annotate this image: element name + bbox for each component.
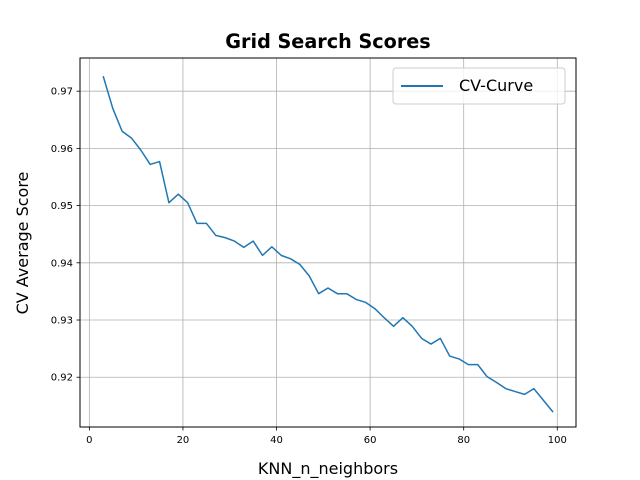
x-axis-ticks: 0 20 40 60 80 100 — [86, 427, 567, 446]
y-tick-label: 0.96 — [51, 144, 73, 155]
y-axis-ticks: 0.92 0.93 0.94 0.95 0.96 0.97 — [51, 87, 80, 384]
x-tick-label: 60 — [364, 435, 377, 446]
plot-frame — [79, 57, 577, 428]
grid-lines — [80, 58, 576, 427]
series-line-cv-curve — [102, 75, 554, 413]
x-tick-label: 80 — [457, 435, 470, 446]
x-tick-label: 20 — [177, 435, 190, 446]
x-axis-label: KNN_n_neighbors — [258, 459, 398, 479]
plot-area — [80, 58, 576, 427]
series-layer — [102, 75, 554, 413]
y-axis-label: CV Average Score — [13, 172, 32, 315]
legend-label: CV-Curve — [459, 76, 533, 95]
x-tick-label: 40 — [270, 435, 283, 446]
y-tick-label: 0.93 — [51, 316, 73, 327]
y-tick-label: 0.95 — [51, 201, 73, 212]
legend-box — [392, 67, 566, 105]
y-tick-label: 0.94 — [51, 258, 73, 269]
y-tick-label: 0.97 — [51, 87, 73, 98]
legend: CV-Curve — [392, 67, 566, 105]
y-tick-label: 0.92 — [51, 373, 73, 384]
x-tick-label: 100 — [548, 435, 567, 446]
x-tick-label: 0 — [86, 435, 92, 446]
chart-title: Grid Search Scores — [225, 30, 430, 53]
